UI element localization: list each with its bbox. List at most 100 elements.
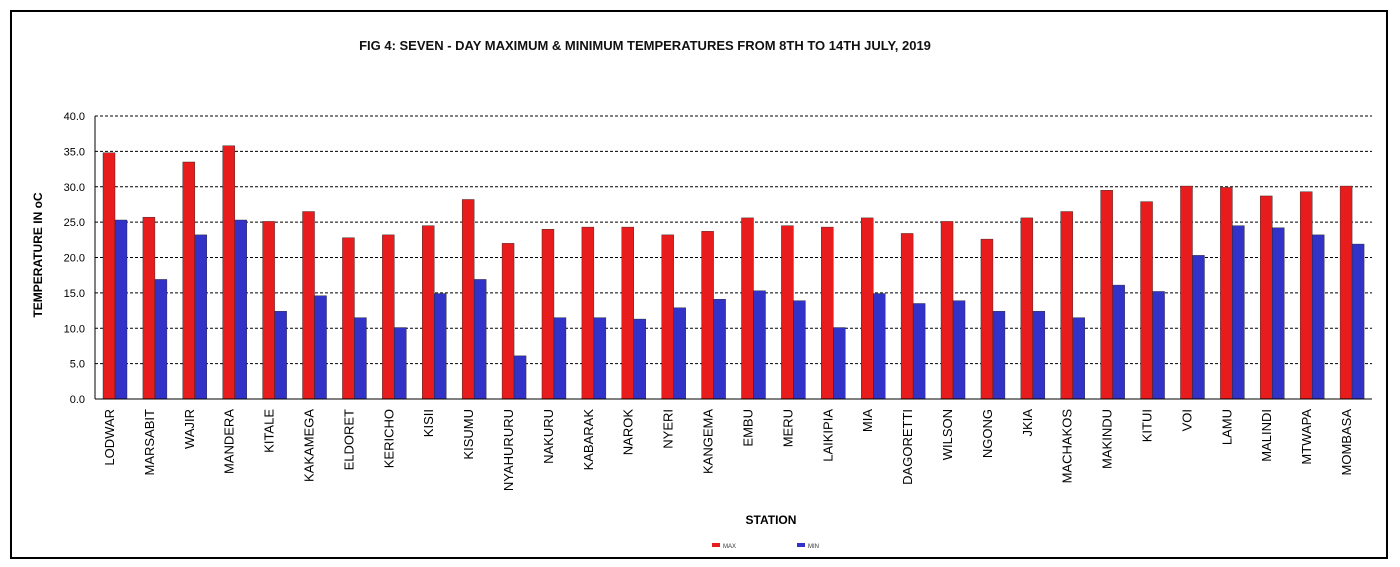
bar-max-nyahururu (501, 243, 515, 400)
bar-max-mia (861, 217, 874, 400)
bar-max-machakos (1060, 211, 1073, 400)
bar-max-voi (1180, 185, 1193, 400)
bar-min-nyeri (673, 307, 686, 400)
y-tick-label: 30.0 (64, 182, 85, 194)
bar-max-eldoret (342, 237, 355, 400)
x-category-label: NAKURU (541, 409, 556, 464)
bar-max-dagoretti (900, 233, 914, 400)
y-tick-labels: 0.0 5.0 10.0 15.0 20.0 25.0 30.0 35.0 40.0 (64, 111, 85, 406)
y-tick-label: 15.0 (64, 288, 85, 300)
legend-label-min: MIN (808, 544, 819, 550)
bar-min-marsabit (154, 279, 168, 400)
bar-min-lamu (1232, 225, 1245, 400)
x-category-label: NYERI (661, 409, 676, 449)
bar-min-malindi (1272, 227, 1285, 400)
bar-min-mandera (234, 219, 247, 400)
bar-min-mtwapa (1311, 234, 1325, 400)
bar-max-kakamega (302, 211, 315, 400)
bars (102, 145, 1365, 400)
x-category-label: KITALE (262, 409, 277, 453)
x-category-label: WAJIR (182, 409, 197, 449)
bar-max-kitui (1140, 201, 1153, 400)
x-category-label: KAKAMEGA (301, 409, 316, 482)
x-category-label: MERU (780, 409, 795, 447)
bar-min-nakuru (553, 317, 567, 400)
x-category-label: MIA (860, 409, 875, 432)
x-category-label: KANGEMA (701, 409, 716, 474)
legend-swatch-min (797, 543, 805, 547)
bar-max-ngong (980, 238, 994, 400)
bar-max-mombasa (1339, 185, 1353, 400)
x-axis-title: STATION (746, 513, 797, 527)
bar-max-marsabit (142, 216, 156, 400)
y-tick-label: 10.0 (64, 323, 85, 335)
bar-min-machakos (1072, 317, 1085, 400)
x-category-label: MTWAPA (1299, 409, 1314, 465)
bar-max-kitale (262, 221, 275, 400)
bar-max-mandera (222, 145, 235, 400)
bar-max-wajir (182, 161, 196, 400)
bar-min-eldoret (354, 317, 367, 400)
y-axis-title: TEMPERATURE IN oC (31, 192, 45, 317)
x-category-label: KABARAK (581, 409, 596, 471)
y-tick-label: 35.0 (64, 146, 85, 158)
x-category-label: LAIKIPIA (820, 409, 835, 462)
bar-max-malindi (1260, 195, 1273, 400)
y-tick-label: 20.0 (64, 253, 85, 265)
bar-min-wilson (952, 300, 966, 400)
bar-min-kitale (274, 311, 287, 400)
bar-min-makindu (1112, 284, 1125, 400)
bar-max-mtwapa (1299, 191, 1313, 400)
x-category-label: KITUI (1140, 409, 1155, 442)
x-category-label: VOI (1179, 409, 1194, 431)
x-category-label: MALINDI (1259, 409, 1274, 462)
bar-max-kangema (701, 231, 714, 400)
chart-title: FIG 4: SEVEN - DAY MAXIMUM & MINIMUM TEM… (359, 38, 931, 53)
x-category-label: MOMBASA (1339, 409, 1354, 476)
bar-max-lodwar (102, 152, 116, 400)
x-category-label: NYAHURURU (501, 409, 516, 491)
bar-max-embu (741, 217, 754, 400)
bar-min-mia (873, 293, 886, 400)
bar-min-meru (793, 300, 806, 400)
y-tick-label: 25.0 (64, 217, 85, 229)
bar-max-lamu (1220, 187, 1233, 400)
bar-min-kisii (434, 293, 447, 400)
y-tick-label: 40.0 (64, 111, 85, 123)
x-category-label: NGONG (980, 409, 995, 458)
x-category-label: MACHAKOS (1060, 409, 1075, 484)
bar-min-ngong (992, 311, 1006, 400)
bar-min-kericho (394, 327, 407, 400)
bar-min-kabarak (593, 317, 607, 400)
x-category-label: ELDORET (341, 409, 356, 470)
x-category-label: EMBU (740, 409, 755, 447)
bar-max-wilson (940, 221, 954, 400)
x-category-labels: LODWAR MARSABIT WAJIR MANDERA KITALE KAKAMEGA… (102, 409, 1354, 491)
bar-min-wajir (194, 234, 208, 400)
x-category-label: MANDERA (222, 409, 237, 474)
bar-max-kericho (382, 234, 395, 400)
x-category-label: LODWAR (102, 409, 117, 466)
bar-min-kakamega (314, 295, 327, 400)
bar-max-nyeri (661, 234, 674, 400)
x-category-label: JKIA (1020, 409, 1035, 437)
x-category-label: KERICHO (381, 409, 396, 468)
x-category-label: LAMU (1219, 409, 1234, 445)
bar-min-narok (633, 318, 646, 400)
bar-min-voi (1192, 255, 1205, 400)
legend-swatch-max (712, 543, 720, 547)
bar-min-nyahururu (513, 355, 527, 400)
bar-min-jkia (1032, 311, 1046, 400)
x-category-label: MAKINDU (1100, 409, 1115, 469)
x-category-label: MARSABIT (142, 409, 157, 476)
bar-max-nakuru (541, 228, 555, 400)
bar-min-laikipia (833, 327, 846, 400)
x-category-label: KISII (421, 409, 436, 437)
bar-max-kisii (422, 225, 435, 400)
bar-min-embu (753, 290, 766, 400)
x-category-label: WILSON (940, 409, 955, 460)
x-category-label: NAROK (621, 409, 636, 456)
bar-min-mombasa (1351, 243, 1365, 400)
bar-max-kisumu (461, 199, 475, 400)
